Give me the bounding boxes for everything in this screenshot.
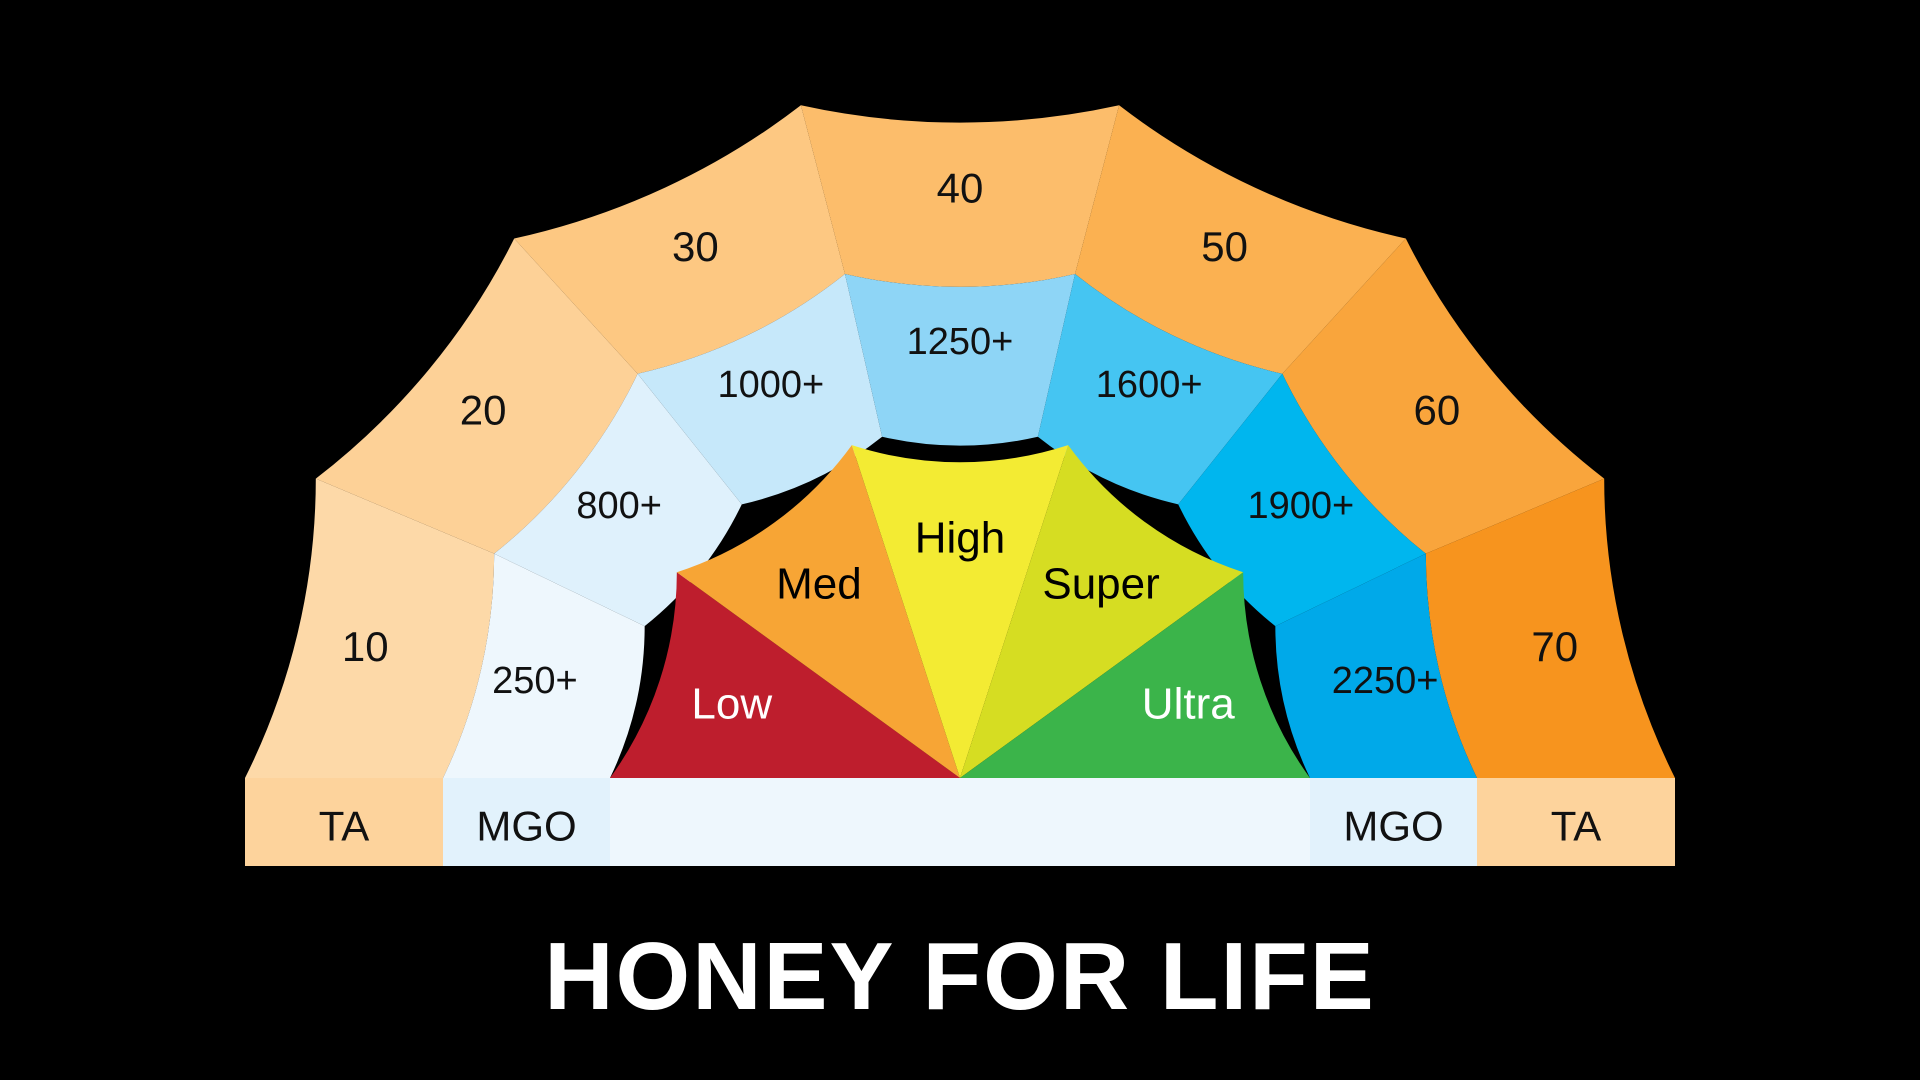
outer-ring-label: 20 xyxy=(460,387,507,434)
outer-ring-label: 60 xyxy=(1414,387,1461,434)
inner-ring-segment xyxy=(851,445,1069,778)
outer-ring-segment xyxy=(1425,478,1675,778)
outer-ring-label: 40 xyxy=(937,165,984,212)
outer-ring-label: 50 xyxy=(1201,223,1248,270)
middle-ring-segment xyxy=(494,373,742,627)
inner-ring-segment xyxy=(960,572,1310,778)
outer-ring-label: 70 xyxy=(1531,623,1578,670)
outer-ring-segment xyxy=(1282,238,1605,554)
base-mgo-right xyxy=(1310,778,1477,866)
middle-ring-segment xyxy=(1178,373,1426,627)
base-mgo-left-label: MGO xyxy=(476,803,576,850)
inner-ring-label: Super xyxy=(1042,559,1159,608)
base-ta-right xyxy=(1477,778,1675,866)
outer-ring-segment xyxy=(514,105,845,374)
middle-ring-label: 1900+ xyxy=(1248,485,1355,527)
outer-ring-segment xyxy=(1075,105,1406,374)
middle-ring-label: 1250+ xyxy=(907,321,1014,363)
middle-ring-segment xyxy=(443,553,645,778)
inner-ring-segment xyxy=(610,572,960,778)
middle-ring-label: 1000+ xyxy=(717,364,824,406)
outer-ring-segment xyxy=(245,478,495,778)
middle-ring-label: 250+ xyxy=(492,660,578,702)
outer-ring-label: 10 xyxy=(342,623,389,670)
inner-ring-label: Med xyxy=(776,559,862,608)
inner-ring-segment xyxy=(960,445,1244,778)
middle-ring-segment xyxy=(1275,553,1477,778)
base-ta-left-label: TA xyxy=(319,803,370,850)
middle-ring-segment xyxy=(637,273,883,505)
base-mgo-right-label: MGO xyxy=(1343,803,1443,850)
inner-ring-label: Low xyxy=(691,679,772,728)
middle-ring-label: 800+ xyxy=(576,485,662,527)
outer-ring-label: 30 xyxy=(672,223,719,270)
base-ta-left xyxy=(245,778,443,866)
middle-ring-label: 2250+ xyxy=(1332,660,1439,702)
inner-ring-label: High xyxy=(915,514,1006,563)
outer-ring-segment xyxy=(800,105,1120,287)
base-center xyxy=(610,778,1310,866)
base-ta-right-label: TA xyxy=(1551,803,1602,850)
inner-ring-segment xyxy=(676,445,960,778)
middle-ring-segment xyxy=(844,273,1076,446)
inner-ring-label: Ultra xyxy=(1142,679,1235,728)
middle-ring-segment xyxy=(1037,273,1283,505)
title: HONEY FOR LIFE xyxy=(544,923,1376,1030)
middle-ring-label: 1600+ xyxy=(1096,364,1203,406)
outer-ring-segment xyxy=(315,238,638,554)
base-mgo-left xyxy=(443,778,610,866)
